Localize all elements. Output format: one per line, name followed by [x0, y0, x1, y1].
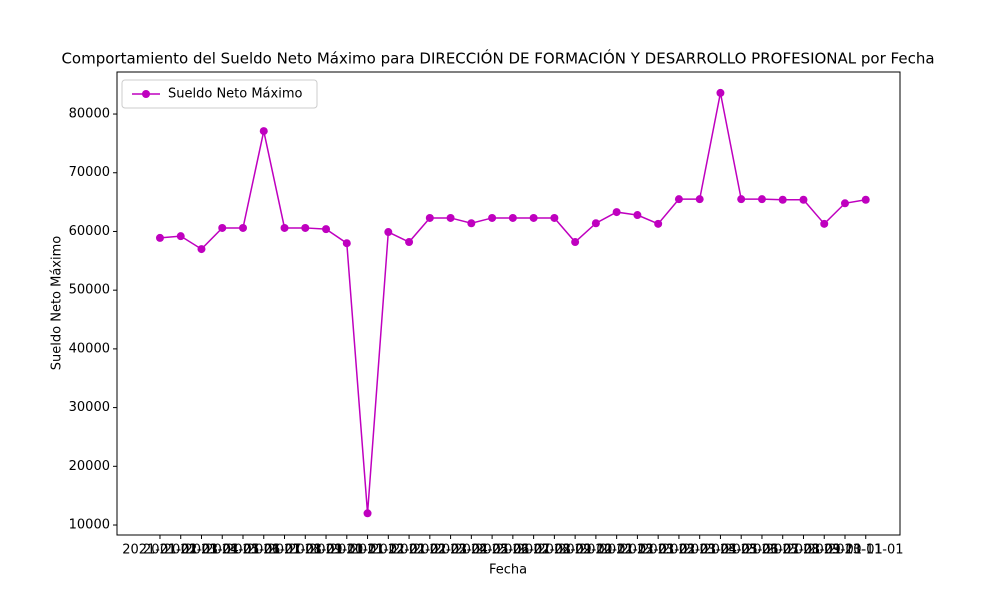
x-tick-label: 2021-07-01 [247, 543, 323, 558]
point [737, 195, 746, 204]
x-tick-label: 2021-09-01 [288, 543, 364, 558]
x-tick-label: 2022-06-01 [475, 543, 551, 558]
y-tick-label: 30000 [69, 400, 110, 415]
point [301, 223, 310, 232]
x-tick-label: 2022-12-01 [600, 543, 676, 558]
point [467, 219, 476, 228]
x-tick-label: 2023-05-01 [703, 543, 779, 558]
chart-title: Comportamiento del Sueldo Neto Máximo pa… [61, 49, 934, 68]
point [612, 208, 621, 217]
legend-marker [142, 90, 150, 98]
point [674, 195, 683, 204]
x-tick-label: 2021-06-01 [226, 543, 302, 558]
point [239, 223, 248, 232]
x-tick-label: 2021-03-01 [164, 543, 240, 558]
point [363, 509, 372, 518]
x-tick-label: 2022-10-01 [558, 543, 634, 558]
x-tick-label: 2023-06-01 [724, 543, 800, 558]
point [820, 219, 829, 228]
point [799, 195, 808, 204]
point [571, 238, 580, 247]
x-tick-label: 2023-08-01 [766, 543, 842, 558]
x-tick-label: 2023-02-01 [641, 543, 717, 558]
point [488, 213, 497, 222]
y-tick-label: 60000 [69, 224, 110, 239]
point [405, 238, 414, 247]
x-tick-label: 2022-08-01 [517, 543, 593, 558]
legend-box [121, 79, 318, 109]
point [861, 195, 870, 204]
x-tick-label: 2023-03-01 [662, 543, 738, 558]
x-tick-label: 2021-08-01 [267, 543, 343, 558]
point [508, 213, 517, 222]
x-tick-label: 2022-11-01 [579, 543, 655, 558]
x-tick-label: 2021-11-01 [330, 543, 406, 558]
x-tick-label: 2023-11-01 [828, 543, 904, 558]
x-tick-label: 2021-01-01 [122, 543, 198, 558]
y-tick-label: 70000 [69, 165, 110, 180]
x-axis-label: Fecha [489, 563, 527, 578]
point [425, 213, 434, 222]
x-tick-label: 2022-03-01 [413, 543, 489, 558]
x-tick-label: 2023-01-01 [620, 543, 696, 558]
x-tick-label: 2021-10-01 [309, 543, 385, 558]
y-tick-label: 80000 [69, 107, 110, 122]
point [716, 88, 725, 97]
x-tick-label: 2021-05-01 [205, 543, 281, 558]
point [778, 195, 787, 204]
point [654, 219, 663, 228]
point [322, 225, 331, 234]
y-axis-label: Sueldo Neto Máximo [50, 236, 65, 370]
x-tick-label: 2022-09-01 [537, 543, 613, 558]
x-tick-label: 2023-07-01 [745, 543, 821, 558]
x-tick-label: 2023-04-01 [683, 543, 759, 558]
x-tick-label: 2021-12-01 [351, 543, 427, 558]
legend-label: Sueldo Neto Máximo [168, 87, 302, 102]
point [840, 199, 849, 208]
y-tick-label: 10000 [69, 518, 110, 533]
point [218, 223, 227, 232]
x-tick-label: 2023-10-01 [807, 543, 883, 558]
point [529, 213, 538, 222]
y-tick-label: 50000 [69, 283, 110, 298]
point [591, 219, 600, 228]
point [280, 223, 289, 232]
point [695, 195, 704, 204]
point [197, 245, 206, 254]
point [342, 239, 351, 248]
point [176, 232, 185, 241]
x-tick-label: 2022-04-01 [434, 543, 510, 558]
x-tick-label: 2023-09-01 [786, 543, 862, 558]
x-tick-label: 2021-02-01 [143, 543, 219, 558]
point [446, 213, 455, 222]
y-tick-label: 40000 [69, 341, 110, 356]
point [757, 195, 766, 204]
point [259, 127, 268, 136]
point [384, 228, 393, 237]
x-tick-label: 2022-05-01 [454, 543, 530, 558]
x-tick-label: 2022-02-01 [392, 543, 468, 558]
x-tick-label: 2021-04-01 [184, 543, 260, 558]
point [633, 211, 642, 220]
point [550, 213, 559, 222]
y-tick-label: 20000 [69, 459, 110, 474]
point [155, 233, 164, 242]
x-tick-label: 2022-07-01 [496, 543, 572, 558]
x-tick-label: 2022-01-01 [371, 543, 447, 558]
plot-frame [116, 71, 901, 536]
